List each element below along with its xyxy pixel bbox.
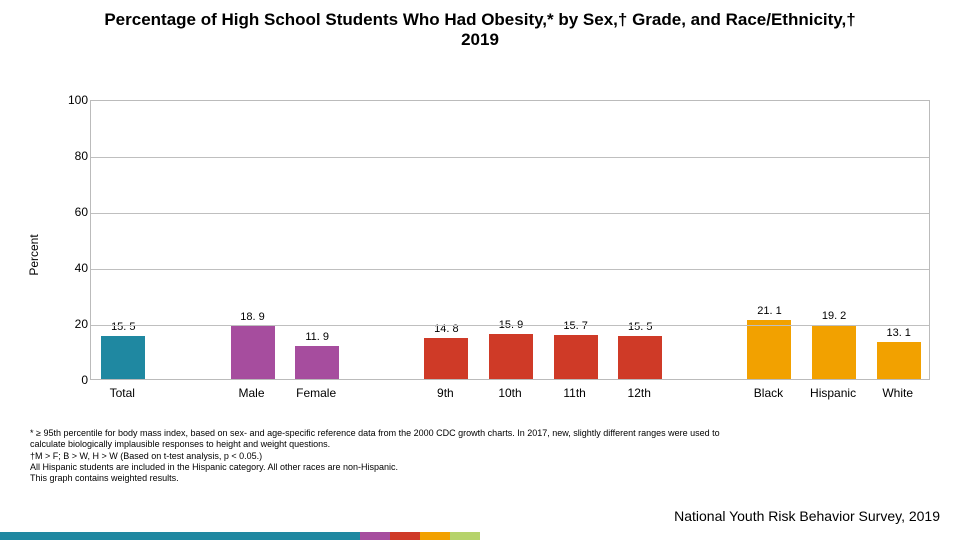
bar — [554, 335, 598, 379]
x-tick-label: White — [858, 386, 938, 400]
grid-line — [91, 325, 929, 326]
strip-segment — [360, 532, 390, 540]
y-tick-label: 0 — [60, 373, 88, 387]
bar-value-label: 18. 9 — [223, 311, 283, 323]
bar — [231, 326, 275, 379]
bar — [747, 320, 791, 379]
footnote-line: †M > F; B > W, H > W (Based on t-test an… — [30, 451, 930, 462]
y-tick-label: 40 — [60, 261, 88, 275]
title-line2: 2019 — [30, 30, 930, 50]
source-text: National Youth Risk Behavior Survey, 201… — [674, 508, 940, 524]
footnote-line: This graph contains weighted results. — [30, 473, 930, 484]
footnote-line: All Hispanic students are included in th… — [30, 462, 930, 473]
y-axis-label: Percent — [27, 234, 41, 275]
grid-line — [91, 157, 929, 158]
bar — [877, 342, 921, 379]
chart-title: Percentage of High School Students Who H… — [0, 0, 960, 54]
bar-value-label: 11. 9 — [287, 331, 347, 343]
y-tick-label: 80 — [60, 149, 88, 163]
bar-value-label: 15. 7 — [546, 320, 606, 332]
x-ticks: TotalMaleFemale9th10th11th12thBlackHispa… — [90, 380, 930, 410]
chart: Percent 15. 518. 911. 914. 815. 915. 715… — [40, 100, 930, 410]
x-tick-label: Female — [276, 386, 356, 400]
plot-area: 15. 518. 911. 914. 815. 915. 715. 521. 1… — [90, 100, 930, 380]
strip-segment — [390, 532, 420, 540]
footnote-line: calculate biologically implausible respo… — [30, 439, 930, 450]
bar — [489, 334, 533, 379]
bar — [295, 346, 339, 379]
y-tick-label: 60 — [60, 205, 88, 219]
bar — [812, 325, 856, 379]
bottom-accent-strip — [0, 532, 480, 540]
strip-segment — [0, 532, 360, 540]
footnote-line: * ≥ 95th percentile for body mass index,… — [30, 428, 930, 439]
bar-value-label: 15. 5 — [610, 321, 670, 333]
x-tick-label: Total — [82, 386, 162, 400]
bar-value-label: 21. 1 — [739, 305, 799, 317]
bar — [424, 338, 468, 379]
title-line1: Percentage of High School Students Who H… — [30, 10, 930, 30]
y-tick-label: 20 — [60, 317, 88, 331]
bars-layer: 15. 518. 911. 914. 815. 915. 715. 521. 1… — [91, 101, 929, 379]
y-tick-label: 100 — [60, 93, 88, 107]
footnotes: * ≥ 95th percentile for body mass index,… — [30, 428, 930, 484]
bar — [618, 336, 662, 379]
bar — [101, 336, 145, 379]
grid-line — [91, 269, 929, 270]
bar-value-label: 15. 5 — [93, 321, 153, 333]
strip-segment — [450, 532, 480, 540]
strip-segment — [420, 532, 450, 540]
grid-line — [91, 213, 929, 214]
bar-value-label: 19. 2 — [804, 310, 864, 322]
x-tick-label: 12th — [599, 386, 679, 400]
bar-value-label: 13. 1 — [869, 327, 929, 339]
